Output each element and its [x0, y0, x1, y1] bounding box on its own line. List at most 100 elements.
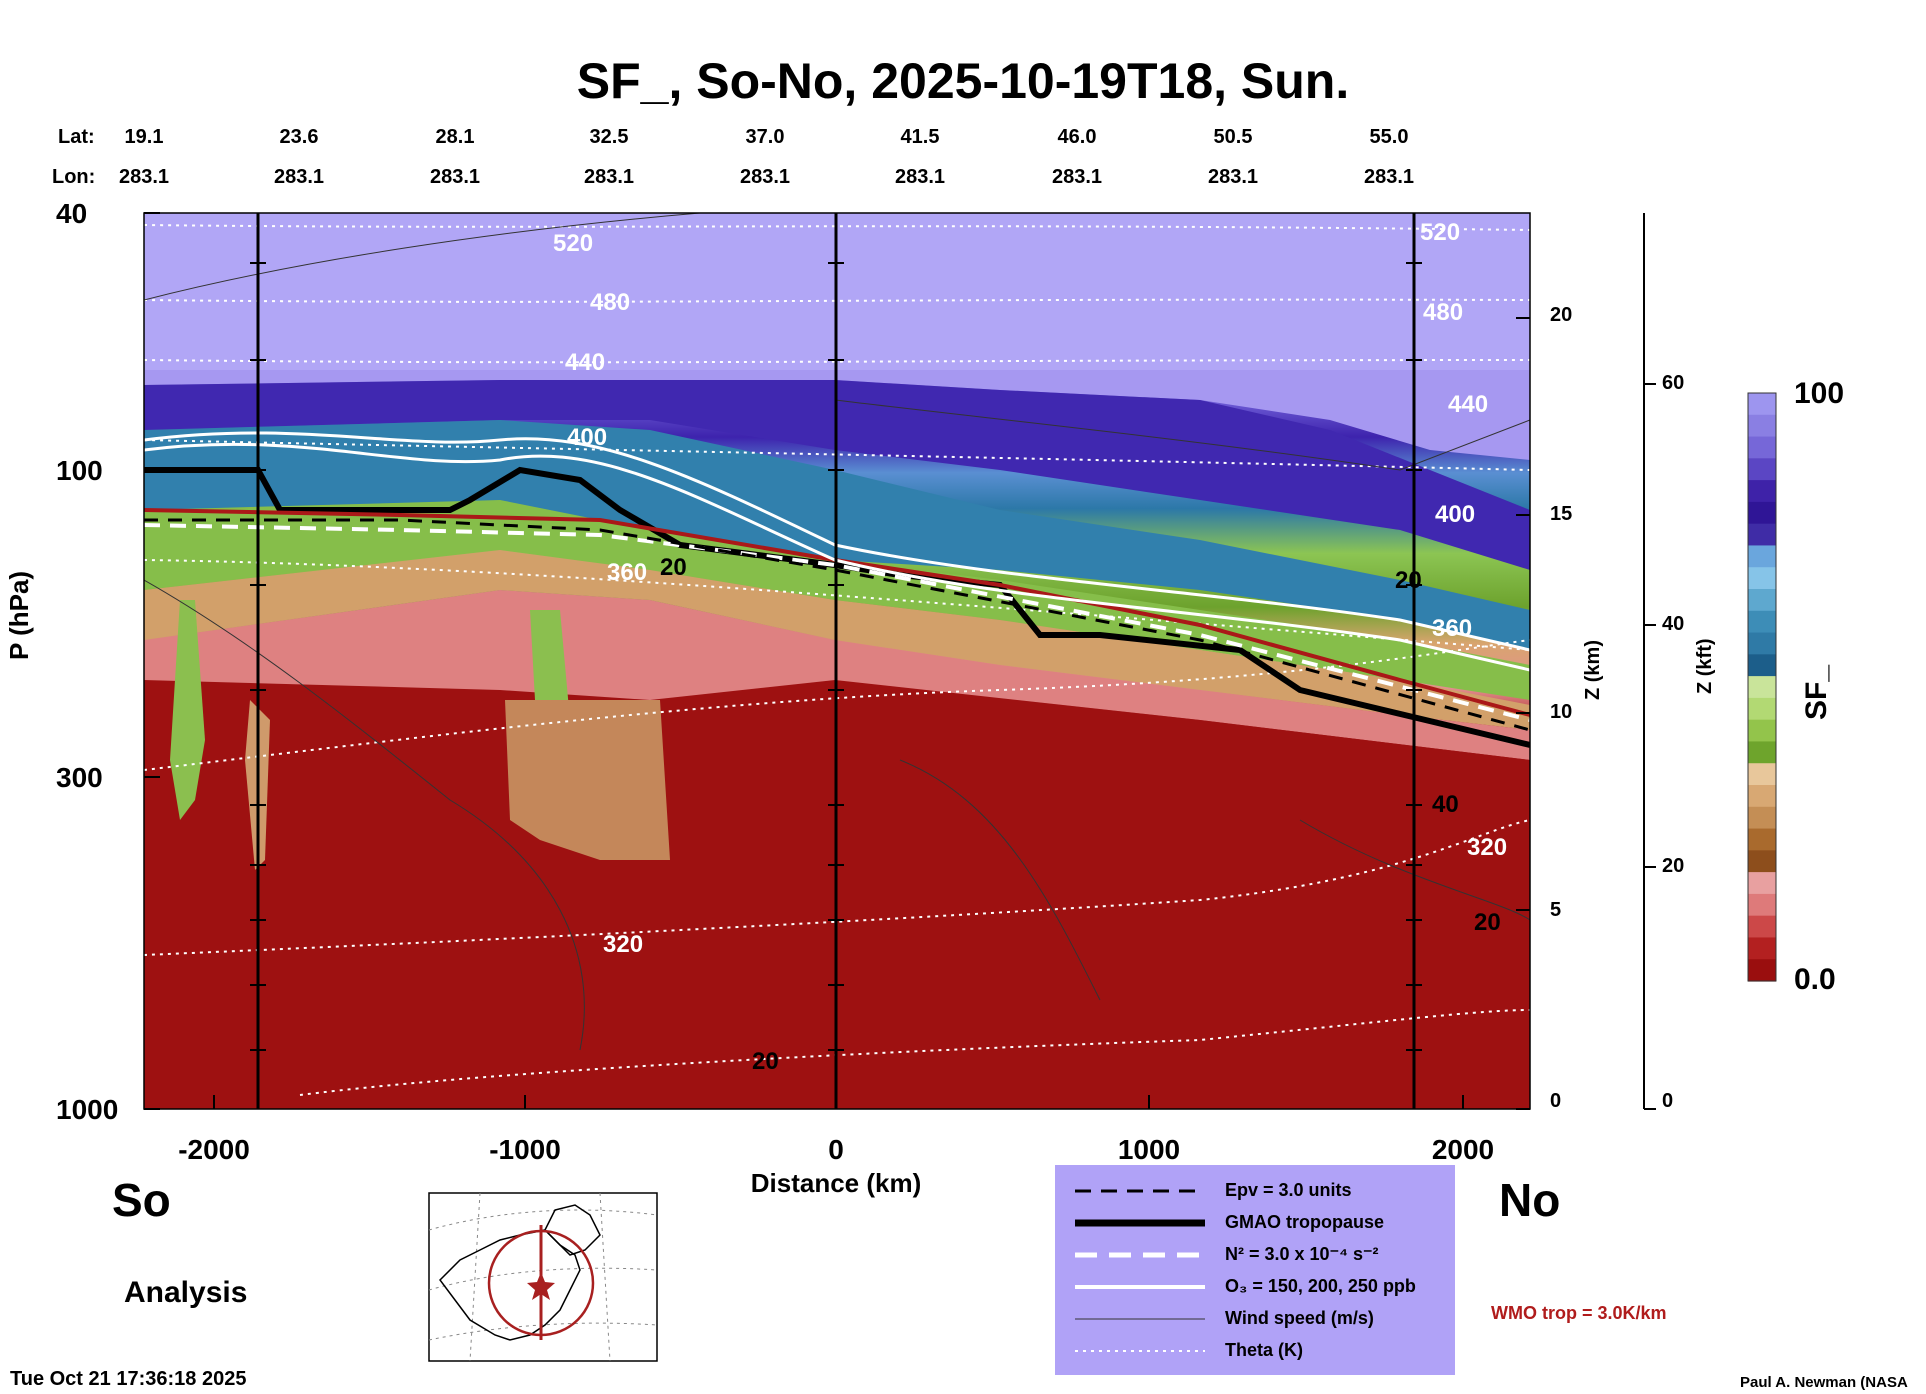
- colorbar-cell: [1748, 676, 1776, 699]
- lon-value: 283.1: [1363, 166, 1415, 188]
- zkm-tick-5: 5: [1550, 899, 1562, 921]
- colorbar-cell: [1748, 501, 1776, 525]
- x-tick-0: 0: [828, 1134, 844, 1165]
- theta-label-320-right: 320: [1467, 834, 1507, 861]
- colorbar-cell: [1748, 545, 1776, 568]
- lat-value: 41.5: [900, 126, 940, 148]
- p-tick-100: 100: [56, 455, 103, 486]
- colorbar-cell: [1748, 567, 1776, 590]
- theta-contours: [144, 224, 1530, 1096]
- colorbar-cell: [1748, 937, 1776, 960]
- colorbar-cell: [1748, 850, 1776, 873]
- inset-map: [428, 1192, 658, 1362]
- colorbar-cell: [1748, 610, 1776, 634]
- legend-o3-text: O₃ = 150, 200, 250 ppb: [1225, 1276, 1416, 1296]
- legend-tropopause-text: GMAO tropopause: [1225, 1212, 1385, 1232]
- lon-value: 283.1: [583, 166, 635, 188]
- colorbar-cell: [1748, 785, 1776, 808]
- legend-tropopause: GMAO tropopause: [1055, 1207, 1455, 1239]
- theta-label-440: 440: [565, 349, 605, 376]
- theta-label-360-right: 360: [1432, 615, 1472, 642]
- credit-label: Paul A. Newman (NASA: [1740, 1374, 1908, 1391]
- colorbar-cell: [1748, 806, 1776, 830]
- colorbar-cell: [1748, 872, 1776, 895]
- zkm-tick-15: 15: [1550, 503, 1573, 525]
- lat-value: 37.0: [745, 126, 785, 148]
- x-tick-minus1000: -1000: [489, 1134, 561, 1165]
- lon-value: 283.1: [894, 166, 946, 188]
- colorbar-cell: [1748, 414, 1776, 438]
- colorbar-cell: [1748, 828, 1776, 851]
- wmo-trop-label: WMO trop = 3.0K/km: [1491, 1303, 1667, 1323]
- lon-value: 283.1: [429, 166, 481, 188]
- lat-value: 55.0: [1369, 126, 1409, 148]
- colorbar-cell: [1748, 697, 1776, 721]
- x-tick-1000: 1000: [1117, 1134, 1181, 1165]
- theta-label-440-right: 440: [1448, 391, 1488, 418]
- zkft-tick-0: 0: [1662, 1090, 1674, 1112]
- p-tick-1000: 1000: [56, 1094, 119, 1125]
- chart-title: SF_, So-No, 2025-10-19T18, Sun.: [576, 53, 1350, 109]
- colorbar-cell: [1748, 719, 1776, 743]
- x-tick-minus2000: -2000: [178, 1134, 250, 1165]
- colorbar-cell: [1748, 589, 1776, 612]
- analysis-label: Analysis: [124, 1276, 248, 1309]
- legend-wind-text: Wind speed (m/s): [1225, 1308, 1374, 1328]
- theta-label-520: 520: [553, 230, 593, 257]
- south-label: So: [112, 1174, 171, 1226]
- zkft-tick-40: 40: [1662, 613, 1685, 635]
- lat-value: 50.5: [1213, 126, 1253, 148]
- colorbar-cell: [1748, 959, 1776, 982]
- zkft-tick-60: 60: [1662, 372, 1685, 394]
- vertical-lines: [256, 213, 1416, 1109]
- lat-value: 46.0: [1057, 126, 1097, 148]
- theta-label-360: 360: [607, 559, 647, 586]
- theta-label-400: 400: [567, 424, 607, 451]
- lat-value: 19.1: [124, 126, 164, 148]
- colorbar-cell: [1748, 458, 1776, 481]
- zkft-tick-20: 20: [1662, 855, 1685, 877]
- lat-label: Lat:: [58, 126, 95, 148]
- colorbar-cell: [1748, 393, 1776, 416]
- legend-epv: Epv = 3.0 units: [1055, 1175, 1455, 1207]
- legend: Epv = 3.0 units GMAO tropopause N² = 3.0…: [1055, 1165, 1455, 1375]
- colorbar-min-label: 0.0: [1794, 963, 1836, 996]
- wind-contours: [144, 213, 1530, 1051]
- legend-theta-text: Theta (K): [1225, 1340, 1303, 1360]
- colorbar-cell: [1748, 654, 1776, 677]
- tropopause-lines: [144, 431, 1530, 748]
- zkm-tick-10: 10: [1550, 701, 1573, 723]
- lon-value: 283.1: [273, 166, 325, 188]
- wind-label-20-bottom: 20: [752, 1048, 779, 1075]
- colorbar-cell: [1748, 632, 1776, 655]
- north-label: No: [1499, 1174, 1560, 1226]
- p-axis-label: P (hPa): [4, 570, 34, 660]
- lat-value: 23.6: [279, 126, 319, 148]
- wind-label-20-mid: 20: [660, 554, 687, 581]
- colorbar-cell: [1748, 436, 1776, 459]
- colorbar-max-label: 100: [1794, 377, 1845, 410]
- lat-value: 32.5: [589, 126, 629, 148]
- lon-value: 283.1: [739, 166, 791, 188]
- theta-label-520-right: 520: [1420, 219, 1460, 246]
- legend-o3: O₃ = 150, 200, 250 ppb: [1055, 1271, 1455, 1303]
- legend-n2-text: N² = 3.0 x 10⁻⁴ s⁻²: [1225, 1244, 1379, 1264]
- colorbar: [1747, 392, 1777, 982]
- colorbar-cell: [1748, 480, 1776, 503]
- lon-label: Lon:: [52, 166, 96, 188]
- x-tick-2000: 2000: [1431, 1134, 1495, 1165]
- x-axis-label: Distance (km): [750, 1168, 922, 1198]
- vertical-line-ticks: [250, 262, 1422, 1051]
- wind-label-20-upper: 20: [1395, 567, 1422, 594]
- p-tick-40: 40: [56, 198, 88, 229]
- wind-label-20-right: 20: [1474, 909, 1501, 936]
- zkm-axis-label: Z (km): [1582, 640, 1604, 700]
- zkm-tick-0: 0: [1550, 1090, 1562, 1112]
- theta-labels: 520 480 440 400 360 320 520 480 440 400 …: [553, 219, 1507, 958]
- theta-label-400-right: 400: [1435, 501, 1475, 528]
- legend-wind: Wind speed (m/s): [1055, 1303, 1455, 1335]
- timestamp: Tue Oct 21 17:36:18 2025: [10, 1368, 247, 1390]
- wind-label-40-right: 40: [1432, 791, 1459, 818]
- colorbar-cell: [1748, 893, 1776, 917]
